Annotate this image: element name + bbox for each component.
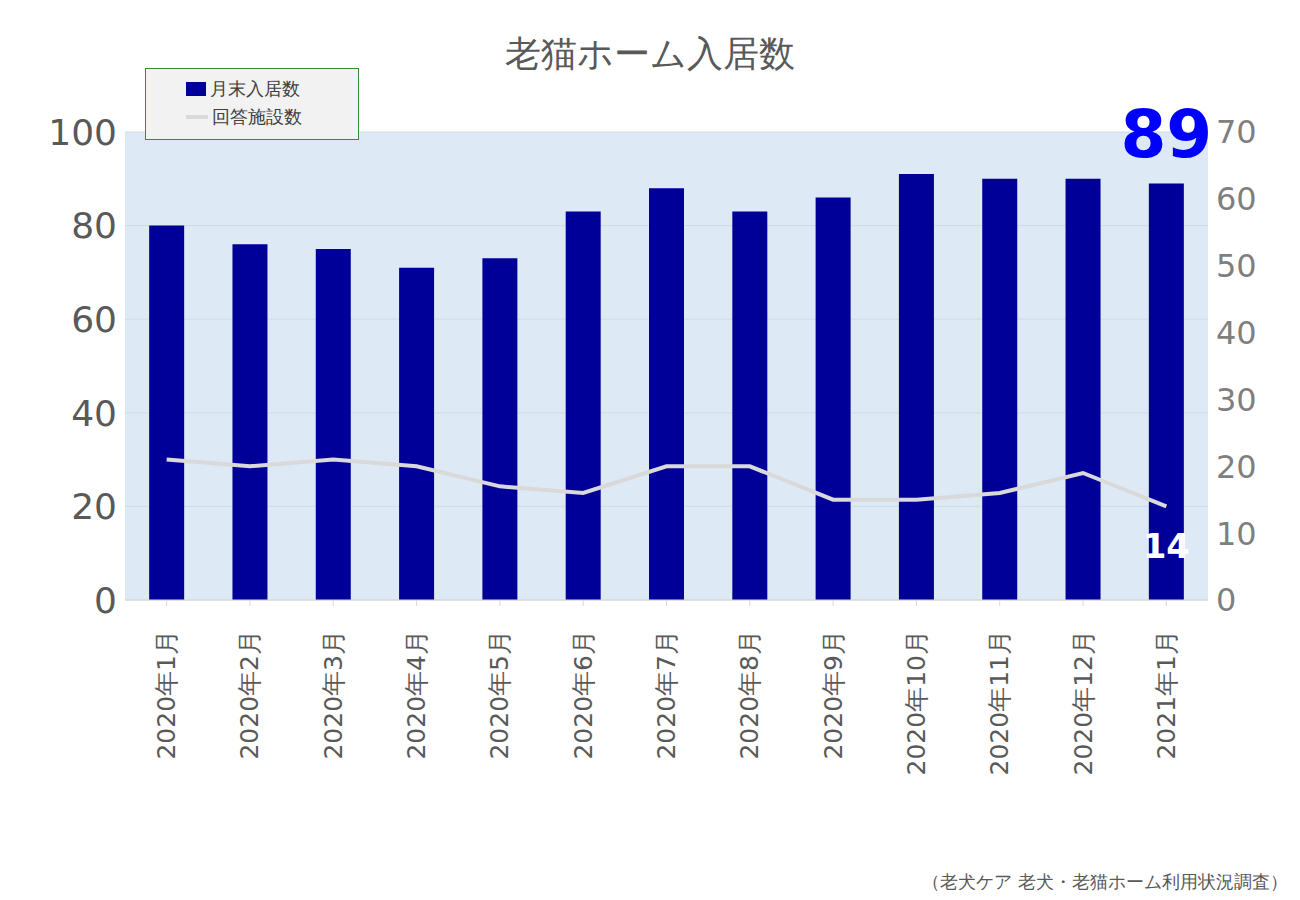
svg-text:2020年10月: 2020年10月 [902,630,931,775]
html-text:老猫ホーム入居数: 老猫ホーム入居数 [505,33,795,74]
svg-text:2020年11月: 2020年11月 [985,630,1014,775]
svg-text:50: 50 [1216,247,1257,285]
html-text:（老犬ケア 老犬・老猫ホーム利用状況調査）: （老犬ケア 老犬・老猫ホーム利用状況調査） [922,871,1288,892]
svg-text:60: 60 [1216,180,1257,218]
html-text:月末入居数: 月末入居数 [210,78,300,99]
svg-text:2021年1月: 2021年1月 [1152,630,1181,760]
svg-text:2020年5月: 2020年5月 [485,630,514,760]
html-text:回答施設数: 回答施設数 [212,106,302,127]
svg-text:2020年8月: 2020年8月 [735,630,764,760]
svg-text:0: 0 [1216,581,1236,619]
svg-text:2020年7月: 2020年7月 [652,630,681,760]
svg-text:20: 20 [71,486,117,527]
svg-text:60: 60 [71,299,117,340]
svg-text:2020年3月: 2020年3月 [319,630,348,760]
svg-text:70: 70 [1216,113,1257,151]
svg-text:40: 40 [71,393,117,434]
svg-text:40: 40 [1216,314,1257,352]
svg-text:80: 80 [71,205,117,246]
svg-text:20: 20 [1216,448,1257,486]
svg-text:2020年4月: 2020年4月 [402,630,431,760]
svg-text:2020年2月: 2020年2月 [235,630,264,760]
svg-text:100: 100 [48,112,117,153]
svg-text:2020年9月: 2020年9月 [819,630,848,760]
svg-text:14: 14 [1143,526,1190,566]
svg-text:89: 89 [1120,96,1212,173]
svg-text:2020年1月: 2020年1月 [152,630,181,760]
svg-text:10: 10 [1216,515,1257,553]
svg-text:30: 30 [1216,381,1257,419]
svg-text:2020年12月: 2020年12月 [1069,630,1098,775]
svg-text:2020年6月: 2020年6月 [569,630,598,760]
svg-text:0: 0 [94,580,117,621]
